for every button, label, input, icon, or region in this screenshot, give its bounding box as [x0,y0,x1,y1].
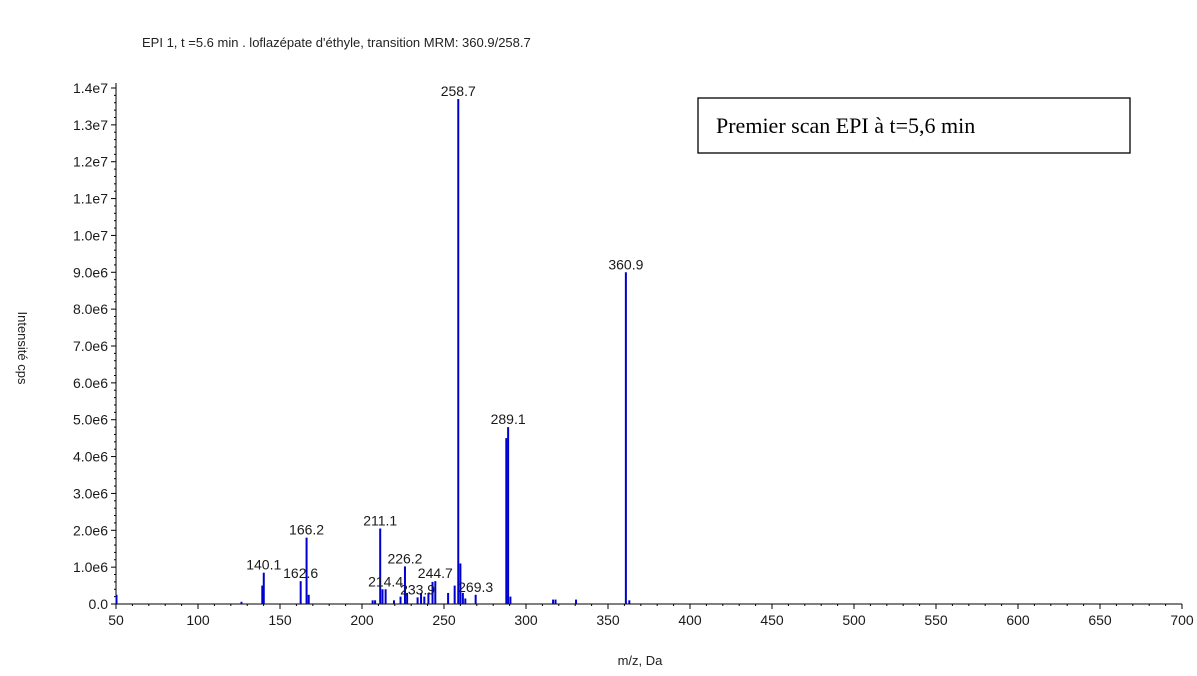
peak-label: 166.2 [289,522,324,538]
peaks [115,99,631,604]
x-tick-label: 650 [1088,612,1112,628]
y-tick-label: 1.1e7 [73,191,108,207]
peak-label: 244.7 [418,565,453,581]
y-tick-label: 1.0e7 [73,227,108,243]
peak-label: 226.2 [387,550,422,566]
y-tick-label: 1.2e7 [73,154,108,170]
peak-label: 360.9 [608,256,643,272]
y-tick-label: 5.0e6 [73,412,108,428]
peak-label: 214.4 [368,573,403,589]
x-tick-label: 500 [842,612,866,628]
axes: 50 100 150 200 250 300 350 400 450 500 550 600 650 70… [73,80,1194,628]
x-tick-label: 250 [432,612,456,628]
x-tick-label: 350 [596,612,620,628]
y-tick-label: 4.0e6 [73,449,108,465]
x-tick-label: 200 [350,612,374,628]
x-tick-label: 600 [1006,612,1030,628]
x-tick-label: 100 [186,612,210,628]
y-tick-label: 1.0e6 [73,559,108,575]
peak-label: 211.1 [363,512,397,528]
x-tick-label: 550 [924,612,948,628]
chart-title: EPI 1, t =5.6 min . loflazépate d'éthyle… [142,35,531,50]
y-axis-title: Intensité cps [15,312,30,385]
y-tick-label: 7.0e6 [73,338,108,354]
y-tick-label: 6.0e6 [73,375,108,391]
peak-label: 140.1 [246,557,281,573]
x-tick-label: 50 [108,612,124,628]
x-tick-label: 700 [1170,612,1194,628]
y-tick-label: 8.0e6 [73,301,108,317]
y-tick-label: 9.0e6 [73,264,108,280]
peak-label: 269.3 [458,579,493,595]
x-tick-label: 450 [760,612,784,628]
x-tick-label: 400 [678,612,702,628]
annotation-box [697,97,1131,154]
annotation: Premier scan EPI à t=5,6 min [697,97,1131,154]
x-tick-label: 150 [268,612,292,628]
peak-label: 162.6 [283,565,318,581]
peak-label: 233.9 [400,581,435,597]
peak-label: 258.7 [441,83,476,99]
y-tick-label: 0.0 [89,596,109,612]
x-axis-title: m/z, Da [618,653,664,668]
y-tick-label: 1.3e7 [73,117,108,133]
y-tick-label: 2.0e6 [73,522,108,538]
peak-label: 289.1 [491,411,526,427]
annotation-text: Premier scan EPI à t=5,6 min [716,113,975,138]
y-tick-label: 1.4e7 [73,80,108,96]
x-tick-label: 300 [514,612,538,628]
y-tick-label: 3.0e6 [73,485,108,501]
